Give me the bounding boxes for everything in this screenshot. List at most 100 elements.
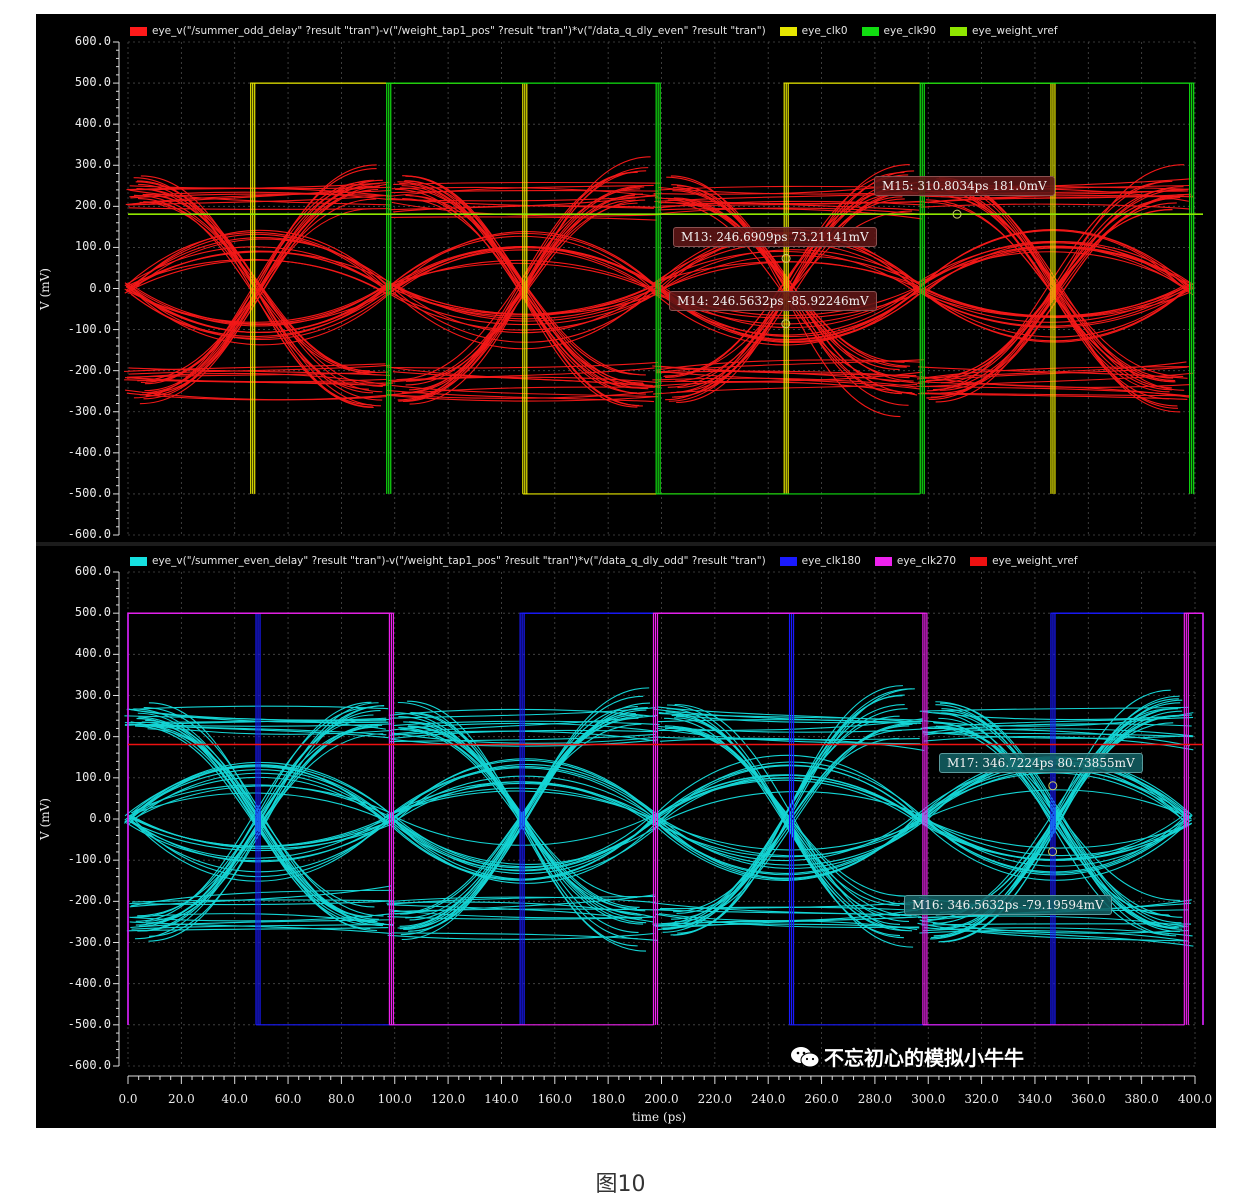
eye-transition bbox=[407, 702, 651, 928]
legend-item[interactable]: eye_clk270 bbox=[874, 555, 956, 567]
eye-trace bbox=[125, 237, 388, 292]
legend-item[interactable]: eye_clk90 bbox=[861, 25, 936, 37]
eye-trace bbox=[130, 286, 394, 337]
legend-label: eye_v("/summer_even_delay" ?result "tran… bbox=[152, 555, 766, 567]
eye-trace bbox=[652, 764, 918, 822]
y-tick-label: -500.0 bbox=[67, 485, 111, 500]
marker-m16[interactable]: M16: 346.5632ps -79.19594mV bbox=[904, 895, 1112, 915]
eye-transition bbox=[662, 725, 910, 929]
y-tick-label: -300.0 bbox=[67, 934, 111, 949]
eye-transition bbox=[134, 194, 382, 376]
eye-trace bbox=[129, 189, 391, 206]
eye-transition bbox=[136, 180, 382, 407]
eye-trace bbox=[129, 900, 391, 906]
eye-trace bbox=[653, 813, 919, 857]
eye-transition bbox=[926, 209, 1173, 381]
eye-trace bbox=[653, 812, 919, 862]
y-tick-label: 100.0 bbox=[74, 769, 111, 784]
eye-trace bbox=[923, 229, 1194, 290]
eye-trace bbox=[655, 909, 920, 916]
eye-transition bbox=[676, 185, 903, 395]
legend-label: eye_clk180 bbox=[801, 555, 861, 567]
x-tick-label: 60.0 bbox=[274, 1092, 302, 1106]
eye-transition bbox=[133, 177, 374, 409]
x-tick-label: 380.0 bbox=[1124, 1092, 1159, 1106]
eye-transition bbox=[409, 171, 638, 391]
legend-item[interactable]: eye_v("/summer_odd_delay" ?result "tran"… bbox=[130, 25, 766, 37]
legend-item[interactable]: eye_weight_vref bbox=[950, 25, 1058, 37]
eye-trace bbox=[124, 259, 387, 294]
x-tick-label: 180.0 bbox=[590, 1092, 626, 1106]
marker-m17[interactable]: M17: 346.7224ps 80.73855mV bbox=[939, 753, 1143, 773]
legend-item[interactable]: eye_clk0 bbox=[779, 25, 848, 37]
eye-transition bbox=[399, 182, 641, 386]
clock-edge bbox=[656, 612, 928, 1025]
clock-edge bbox=[390, 82, 661, 494]
eye-trace bbox=[922, 287, 1193, 328]
y-tick-label: 600.0 bbox=[74, 564, 111, 578]
eye-trace bbox=[129, 814, 392, 877]
legend-label: eye_weight_vref bbox=[992, 555, 1078, 567]
x-tick-label: 100.0 bbox=[377, 1092, 412, 1106]
eye-trace bbox=[127, 817, 391, 863]
eye-trace bbox=[653, 906, 918, 912]
marker-m14[interactable]: M14: 246.5632ps -85.92246mV bbox=[669, 291, 877, 311]
y-tick-label: 400.0 bbox=[74, 116, 111, 131]
legend-swatch bbox=[950, 26, 968, 36]
eye-trace bbox=[127, 371, 389, 378]
eye-trace bbox=[388, 759, 657, 823]
x-axis-label: time (ps) bbox=[632, 1110, 687, 1124]
eye-trace bbox=[657, 719, 922, 725]
legend-item[interactable]: eye_clk180 bbox=[779, 555, 861, 567]
eye-transition bbox=[938, 717, 1175, 929]
watermark: 不忘初心的模拟小牛牛 bbox=[790, 1042, 1024, 1071]
eye-trace bbox=[923, 728, 1194, 737]
y-axis-label-bottom: V (mV) bbox=[37, 798, 52, 840]
y-axis-label-top: V (mV) bbox=[37, 268, 52, 310]
eye-trace bbox=[128, 367, 391, 376]
eye-transition bbox=[135, 725, 371, 918]
eye-transition bbox=[138, 716, 373, 918]
eye-trace bbox=[916, 361, 1187, 380]
x-tick-label: 200.0 bbox=[644, 1092, 679, 1106]
eye-transition bbox=[665, 188, 902, 379]
panel-separator bbox=[36, 542, 1216, 546]
eye-trace bbox=[390, 775, 658, 822]
marker-m15[interactable]: M15: 310.8034ps 181.0mV bbox=[874, 176, 1055, 196]
eye-trace bbox=[129, 285, 392, 341]
legend-label: eye_v("/summer_odd_delay" ?result "tran"… bbox=[152, 25, 766, 37]
eye-trace bbox=[390, 908, 658, 913]
legend-item[interactable]: eye_weight_vref bbox=[970, 555, 1078, 567]
marker-point bbox=[1048, 781, 1058, 791]
eye-transition bbox=[143, 179, 375, 400]
eye-trace bbox=[391, 738, 659, 747]
eye-trace bbox=[128, 364, 391, 375]
eye-trace bbox=[125, 285, 389, 333]
y-tick-label: -400.0 bbox=[67, 444, 111, 459]
eye-trace bbox=[128, 233, 391, 295]
eye-transition bbox=[935, 725, 1181, 901]
y-tick-label: 100.0 bbox=[74, 239, 111, 254]
eye-transition bbox=[662, 688, 912, 933]
marker-m13[interactable]: M13: 246.6909ps 73.21141mV bbox=[673, 227, 877, 247]
eye-transition bbox=[145, 164, 377, 397]
eye-trace bbox=[391, 812, 659, 846]
eye-trace bbox=[923, 927, 1193, 937]
eye-transition bbox=[409, 156, 651, 405]
eye-trace bbox=[392, 282, 660, 322]
eye-transition bbox=[403, 167, 649, 402]
eye-trace bbox=[128, 238, 391, 295]
eye-transition bbox=[938, 699, 1183, 943]
y-tick-label: 300.0 bbox=[74, 157, 111, 172]
eye-trace bbox=[129, 813, 392, 882]
eye-trace bbox=[393, 205, 660, 213]
eye-trace bbox=[923, 283, 1194, 317]
legend-swatch bbox=[874, 556, 892, 566]
x-tick-label: 280.0 bbox=[857, 1092, 893, 1106]
eye-trace bbox=[391, 201, 659, 217]
clock-edge bbox=[1187, 612, 1204, 1025]
eye-trace bbox=[652, 250, 917, 293]
marker-point bbox=[1048, 847, 1058, 857]
legend-item[interactable]: eye_v("/summer_even_delay" ?result "tran… bbox=[130, 555, 766, 567]
x-tick-label: 240.0 bbox=[751, 1092, 786, 1106]
